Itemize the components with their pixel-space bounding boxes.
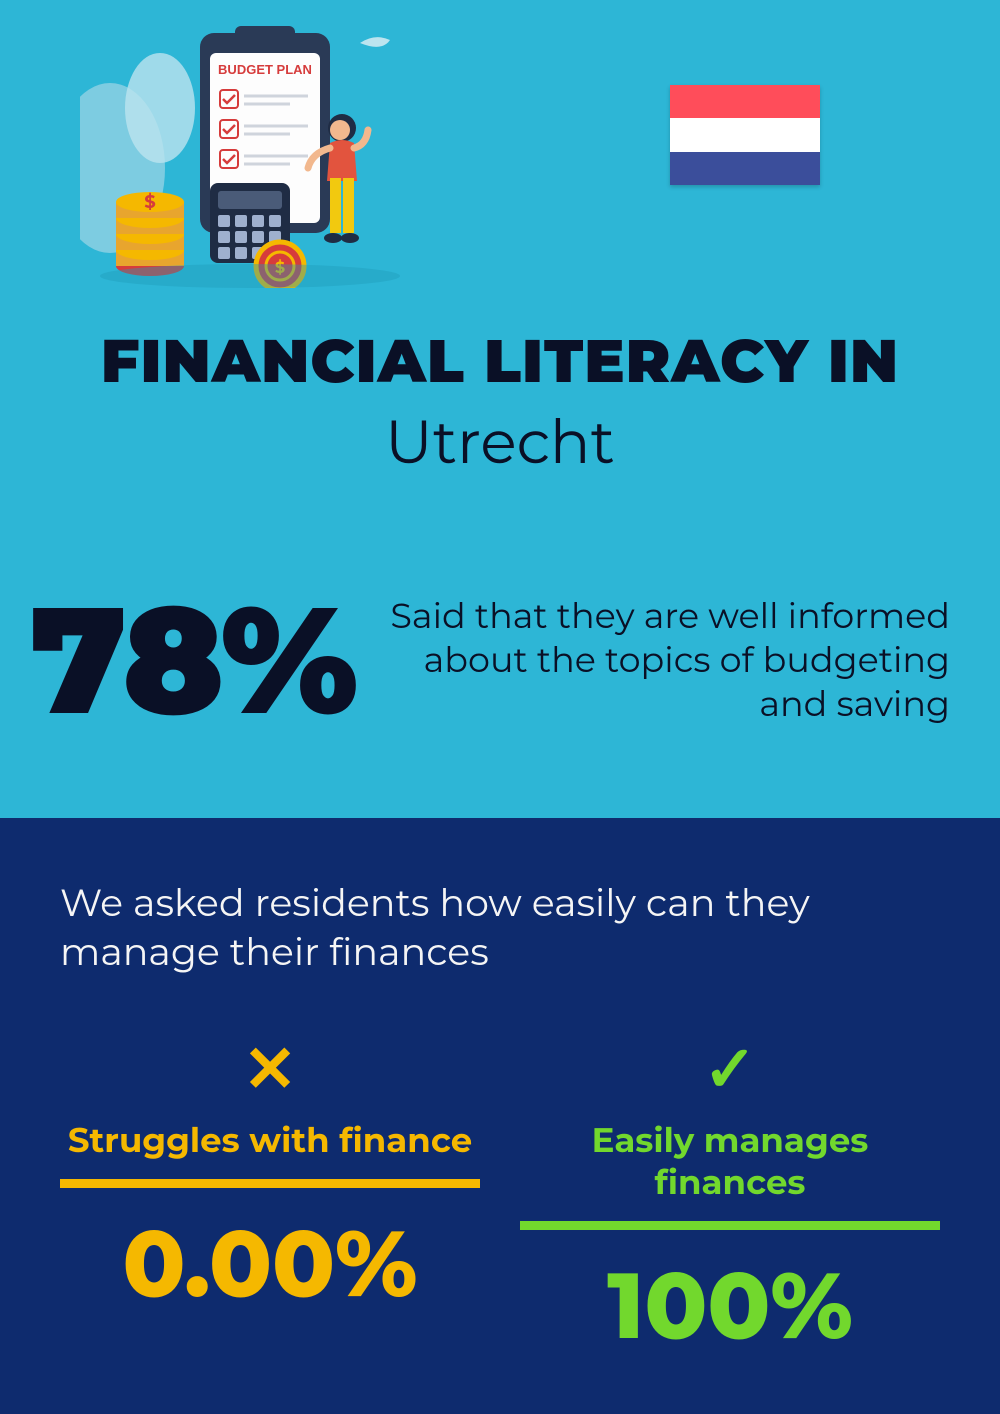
main-stat-percent: 78% <box>30 585 356 735</box>
svg-text:$: $ <box>144 191 155 213</box>
main-stat-row: 78% Said that they are well informed abo… <box>30 585 950 735</box>
metric-manages-divider <box>520 1221 940 1230</box>
metric-manages-value: 100% <box>520 1260 940 1352</box>
survey-question: We asked residents how easily can they m… <box>60 878 940 977</box>
metric-struggles: ✕ Struggles with finance 0.00% <box>60 1037 480 1352</box>
budget-illustration: BUDGET PLAN <box>80 18 400 288</box>
bottom-section: We asked residents how easily can they m… <box>0 818 1000 1414</box>
metric-struggles-divider <box>60 1179 480 1188</box>
metric-manages-label: Easily manages finances <box>520 1119 940 1203</box>
title-city: Utrecht <box>0 406 1000 479</box>
metric-manages: ✓ Easily manages finances 100% <box>520 1037 940 1352</box>
infographic-page: BUDGET PLAN <box>0 0 1000 1414</box>
check-icon: ✓ <box>520 1037 940 1101</box>
title-block: FINANCIAL LITERACY IN Utrecht <box>0 325 1000 479</box>
flag-stripe-mid <box>670 118 820 151</box>
flag-stripe-bottom <box>670 152 820 185</box>
cross-icon: ✕ <box>60 1037 480 1101</box>
top-section: BUDGET PLAN <box>0 0 1000 818</box>
metrics-row: ✕ Struggles with finance 0.00% ✓ Easily … <box>60 1037 940 1352</box>
metric-struggles-value: 0.00% <box>60 1218 480 1310</box>
main-stat-description: Said that they are well informed about t… <box>386 594 950 725</box>
flag-stripe-top <box>670 85 820 118</box>
svg-text:BUDGET PLAN: BUDGET PLAN <box>218 62 312 77</box>
netherlands-flag-icon <box>670 85 820 185</box>
title-main: FINANCIAL LITERACY IN <box>0 325 1000 398</box>
metric-struggles-label: Struggles with finance <box>60 1119 480 1161</box>
